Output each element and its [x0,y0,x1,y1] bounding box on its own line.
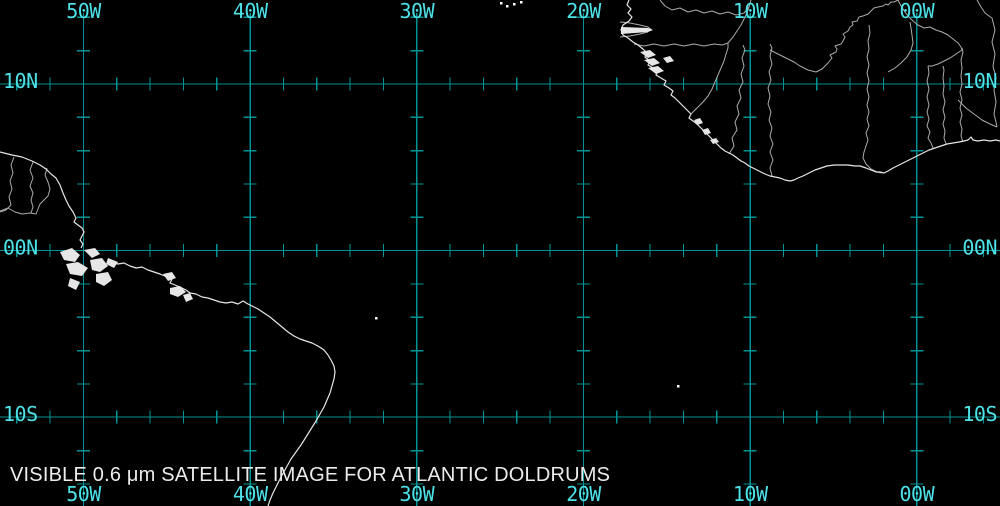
grid-lines-layer [0,13,1000,506]
lon-label-top-20W: 20W [566,0,602,23]
lon-label-top-30W: 30W [399,0,435,23]
lon-label-top-40W: 40W [233,0,269,23]
grid-ticks-layer [16,16,985,485]
lon-label-bottom-30W: 30W [399,482,435,506]
caption-block: VISIBLE 0.6 μm SATELLITE IMAGE FOR ATLAN… [10,422,610,506]
lon-label-top-00W: 00W [899,0,935,23]
lat-label-right-10N: 10N [962,69,997,93]
lat-label-left-00N: 00N [3,236,38,260]
lon-label-bottom-20W: 20W [566,482,602,506]
caption-title: VISIBLE 0.6 μm SATELLITE IMAGE FOR ATLAN… [10,464,611,486]
lat-label-left-10N: 10N [3,69,38,93]
lon-label-top-10W: 10W [733,0,769,23]
lon-label-bottom-00W: 00W [899,482,935,506]
lat-label-right-10S: 10S [962,402,997,426]
lon-label-bottom-40W: 40W [233,482,269,506]
grid-labels-layer: 50W 50W 40W 40W 30W 30W 20W 20W 10W 10W 00W 00W 10N 1… [3,0,998,506]
lon-label-top-50W: 50W [66,0,102,23]
small-islands-layer [375,1,680,388]
lat-label-left-10S: 10S [3,402,38,426]
lon-label-bottom-50W: 50W [66,482,102,506]
country-borders-layer [0,0,998,215]
lat-label-right-00N: 00N [962,236,997,260]
lon-label-bottom-10W: 10W [733,482,769,506]
islands-deltas-layer [60,27,719,302]
